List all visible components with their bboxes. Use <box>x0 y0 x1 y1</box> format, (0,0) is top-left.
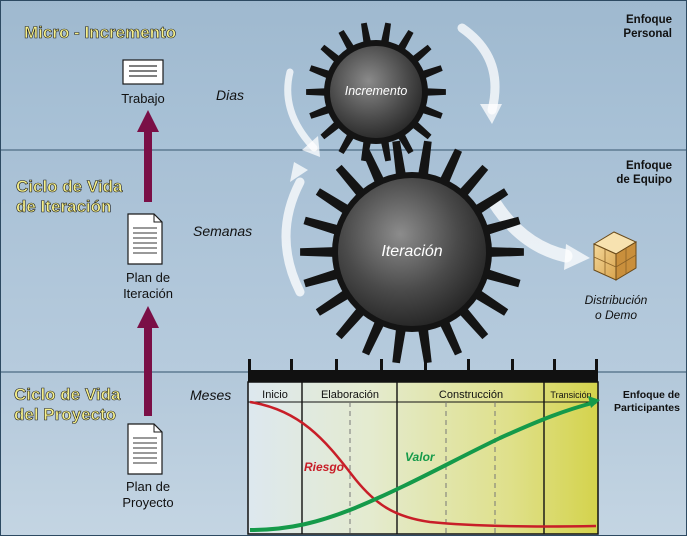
gear-tooth <box>421 105 443 119</box>
time-months-label: Meses <box>190 387 231 403</box>
iteration-plan-label: Plan de Iteración <box>123 270 173 301</box>
micro-increment-title: Micro - Incremento <box>24 23 176 42</box>
increment-gear-label: Incremento <box>345 84 408 98</box>
gear-tooth <box>303 216 339 235</box>
time-weeks-label: Semanas <box>193 223 252 239</box>
focus-stakeholders-label: Enfoque de Participantes <box>614 389 680 414</box>
cycle-arrows <box>281 23 573 297</box>
gear-tooth <box>418 140 432 176</box>
gear-tooth <box>392 328 406 364</box>
work-document-label: Trabajo <box>121 91 165 106</box>
gear-tooth <box>411 121 432 140</box>
increment-gear <box>306 22 446 162</box>
focus-personal-label: Enfoque Personal <box>623 14 672 40</box>
gear-tooth <box>459 307 489 340</box>
gear-tooth <box>335 307 365 340</box>
gear-tooth <box>485 269 521 288</box>
gear-tooth <box>380 140 391 162</box>
project-plan-icon <box>127 423 163 475</box>
gear-tooth <box>362 148 385 184</box>
gear-tooth <box>361 22 372 44</box>
gear-tooth <box>411 44 432 63</box>
work-document-icon <box>122 59 164 85</box>
gear-tooth <box>392 140 406 176</box>
progression-arrows <box>137 110 159 416</box>
gear-tooth <box>315 290 350 316</box>
gear-face <box>330 46 422 138</box>
value-arrowhead <box>588 396 600 408</box>
value-curve <box>249 400 597 532</box>
gear-tooth <box>474 290 509 316</box>
gear-tooth <box>320 44 341 63</box>
distribution-label: Distribución o Demo <box>585 293 648 322</box>
focus-team-label: Enfoque de Equipo <box>616 160 672 186</box>
gear-tooth <box>300 247 335 257</box>
gear-tooth <box>338 30 355 51</box>
gear-tooth <box>335 164 365 197</box>
gear-tooth <box>362 320 385 356</box>
risk-label: Riesgo <box>304 460 344 474</box>
iteration-plan-icon <box>127 213 163 265</box>
chart-area <box>247 381 599 535</box>
gear-face <box>338 178 486 326</box>
iteration-lifecycle-title: Ciclo de Vida de Iteración <box>16 177 123 216</box>
cycle-arrowheads <box>290 104 590 270</box>
gear-tooth <box>425 88 446 96</box>
gear-tooth <box>303 269 339 288</box>
gear-tooth <box>485 216 521 235</box>
gear-tooth <box>306 88 327 96</box>
gear-tooth <box>397 30 414 51</box>
gear-tooth <box>421 65 443 79</box>
phase-construction: Construcción <box>439 389 503 401</box>
gear-tooth <box>338 133 355 154</box>
gear-tooth <box>309 65 331 79</box>
gear-tooth <box>315 188 350 214</box>
phase-elaboration: Elaboración <box>321 389 379 401</box>
time-days-label: Dias <box>216 87 244 103</box>
gear-tooth <box>474 188 509 214</box>
iteration-gear-label: Iteración <box>381 243 442 260</box>
phase-dividers <box>301 382 545 534</box>
project-lifecycle-title: Ciclo de Vida del Proyecto <box>14 385 121 424</box>
gear-tooth <box>459 164 489 197</box>
gear-tooth <box>380 22 391 44</box>
distribution-box-icon <box>592 231 638 281</box>
timeline-ticks <box>248 359 598 372</box>
gear-tooth <box>489 247 524 257</box>
gear-tooth <box>397 133 414 154</box>
gear-tooth <box>439 320 462 356</box>
lifecycle-chart: Inicio Elaboración Construcción Transici… <box>247 359 600 535</box>
gear-tooth <box>320 121 341 140</box>
phase-inception: Inicio <box>262 389 288 401</box>
timeline-bar <box>248 370 598 382</box>
gear-tooth <box>418 328 432 364</box>
value-label: Valor <box>405 450 436 464</box>
gear-tooth <box>309 105 331 119</box>
project-plan-label: Plan de Proyecto <box>122 479 173 510</box>
risk-curve <box>249 400 597 528</box>
iteration-gear <box>300 140 524 364</box>
phase-transition: Transición <box>550 390 591 400</box>
gear-tooth <box>439 148 462 184</box>
